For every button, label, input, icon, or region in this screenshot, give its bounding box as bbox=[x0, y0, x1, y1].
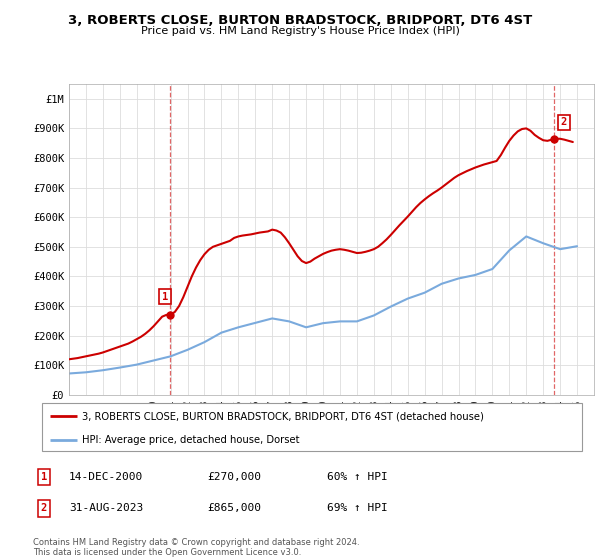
Text: 60% ↑ HPI: 60% ↑ HPI bbox=[327, 472, 388, 482]
Text: 3, ROBERTS CLOSE, BURTON BRADSTOCK, BRIDPORT, DT6 4ST (detached house): 3, ROBERTS CLOSE, BURTON BRADSTOCK, BRID… bbox=[83, 411, 484, 421]
Text: £865,000: £865,000 bbox=[207, 503, 261, 514]
Text: Contains HM Land Registry data © Crown copyright and database right 2024.
This d: Contains HM Land Registry data © Crown c… bbox=[33, 538, 359, 557]
Text: 3, ROBERTS CLOSE, BURTON BRADSTOCK, BRIDPORT, DT6 4ST: 3, ROBERTS CLOSE, BURTON BRADSTOCK, BRID… bbox=[68, 14, 532, 27]
Text: 1: 1 bbox=[161, 292, 168, 301]
Text: 1: 1 bbox=[41, 472, 47, 482]
Text: 2: 2 bbox=[41, 503, 47, 514]
Text: 31-AUG-2023: 31-AUG-2023 bbox=[69, 503, 143, 514]
Text: 14-DEC-2000: 14-DEC-2000 bbox=[69, 472, 143, 482]
Text: 69% ↑ HPI: 69% ↑ HPI bbox=[327, 503, 388, 514]
Text: 2: 2 bbox=[560, 118, 567, 128]
Text: Price paid vs. HM Land Registry's House Price Index (HPI): Price paid vs. HM Land Registry's House … bbox=[140, 26, 460, 36]
Text: £270,000: £270,000 bbox=[207, 472, 261, 482]
Text: HPI: Average price, detached house, Dorset: HPI: Average price, detached house, Dors… bbox=[83, 435, 300, 445]
FancyBboxPatch shape bbox=[42, 403, 582, 451]
